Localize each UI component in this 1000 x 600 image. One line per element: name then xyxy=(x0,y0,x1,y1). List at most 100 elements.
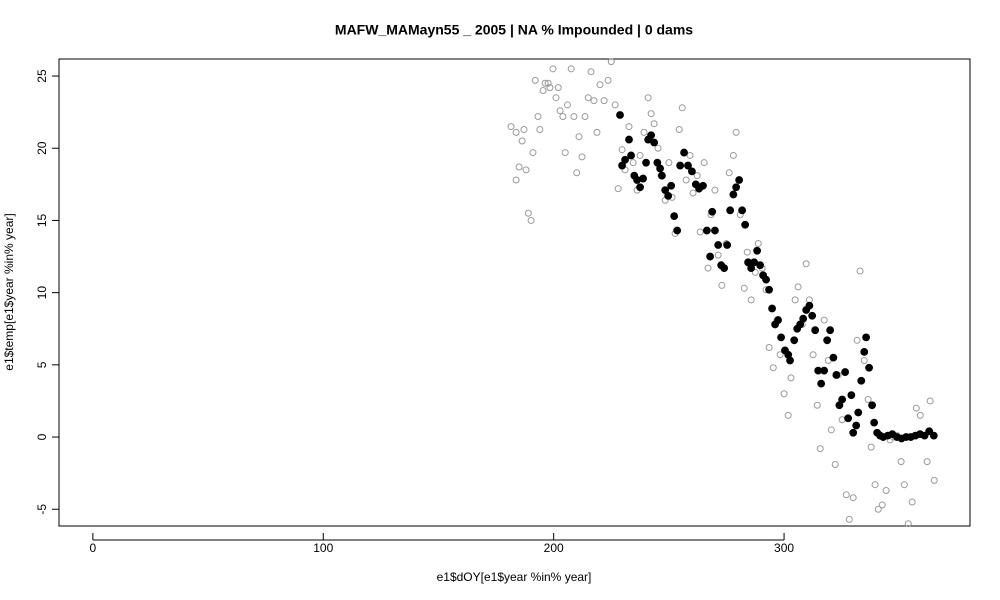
point xyxy=(544,79,552,87)
point xyxy=(629,159,637,167)
point xyxy=(714,251,722,259)
point xyxy=(650,120,658,128)
point xyxy=(524,209,532,217)
point xyxy=(871,481,879,489)
point xyxy=(784,411,792,419)
point xyxy=(625,123,633,131)
y-tick-label: 20 xyxy=(35,141,49,155)
point xyxy=(925,427,934,436)
point xyxy=(862,333,870,342)
point xyxy=(693,172,701,180)
point xyxy=(820,366,829,375)
point xyxy=(916,411,924,419)
point xyxy=(729,151,737,159)
point xyxy=(720,264,729,272)
y-tick-label: 25 xyxy=(35,69,49,83)
point xyxy=(820,316,828,324)
point xyxy=(864,396,872,404)
point xyxy=(725,169,733,177)
point xyxy=(658,171,666,180)
point xyxy=(860,347,869,356)
point xyxy=(768,304,776,313)
point xyxy=(636,183,644,192)
point xyxy=(826,326,835,335)
point xyxy=(512,176,520,184)
point xyxy=(780,390,788,398)
point xyxy=(682,176,690,184)
point xyxy=(714,241,723,249)
point xyxy=(729,190,738,199)
point xyxy=(852,421,861,430)
point xyxy=(874,505,882,513)
point xyxy=(900,481,908,489)
point xyxy=(554,84,562,92)
point xyxy=(518,137,526,145)
x-tick-label: 0 xyxy=(90,541,97,555)
point xyxy=(870,418,879,427)
point xyxy=(520,125,528,133)
point xyxy=(762,275,770,284)
point xyxy=(882,486,890,494)
point xyxy=(536,125,544,133)
point xyxy=(878,501,886,509)
point xyxy=(849,494,857,502)
point xyxy=(561,149,569,157)
point xyxy=(700,159,708,167)
point xyxy=(625,135,633,144)
point xyxy=(754,240,762,248)
point xyxy=(512,128,520,136)
point xyxy=(529,149,537,157)
point xyxy=(704,264,712,272)
y-tick-label: -5 xyxy=(35,504,49,515)
point xyxy=(684,161,692,170)
chart-title: MAFW_MAMayn55 _ 2005 | NA % Impounded | … xyxy=(335,22,693,38)
point xyxy=(857,376,866,385)
point xyxy=(854,408,863,417)
point xyxy=(667,181,676,190)
point xyxy=(811,326,820,335)
point xyxy=(930,476,938,484)
point xyxy=(842,491,850,499)
y-axis-label: e1$temp[e1$year %in% year] xyxy=(2,213,16,370)
point xyxy=(897,458,905,466)
point xyxy=(527,216,535,224)
point xyxy=(860,357,868,365)
point xyxy=(912,404,920,412)
point xyxy=(853,336,861,344)
point xyxy=(654,144,662,152)
point xyxy=(794,283,802,291)
point xyxy=(831,460,839,468)
point xyxy=(813,401,821,409)
point xyxy=(549,65,557,73)
point xyxy=(765,285,773,294)
point xyxy=(847,391,856,400)
point xyxy=(753,246,762,255)
point xyxy=(823,336,832,345)
point xyxy=(607,58,615,66)
plot-frame xyxy=(58,58,971,527)
point xyxy=(522,166,530,174)
point xyxy=(908,498,916,506)
point xyxy=(711,226,719,235)
x-axis-label: e1$dOY[e1$year %in% year] xyxy=(437,570,592,584)
point xyxy=(799,314,808,323)
point xyxy=(699,181,707,190)
point xyxy=(802,260,810,268)
point xyxy=(791,296,799,304)
point xyxy=(559,112,567,120)
point xyxy=(923,458,931,466)
point xyxy=(838,395,847,404)
point xyxy=(696,228,704,236)
point xyxy=(790,336,799,345)
point xyxy=(531,76,539,84)
point xyxy=(743,248,751,256)
point xyxy=(904,520,912,528)
point xyxy=(596,81,604,89)
point xyxy=(581,112,589,120)
point xyxy=(590,97,598,105)
point xyxy=(702,226,711,235)
point xyxy=(593,128,601,136)
point xyxy=(711,186,719,194)
point xyxy=(587,68,595,76)
